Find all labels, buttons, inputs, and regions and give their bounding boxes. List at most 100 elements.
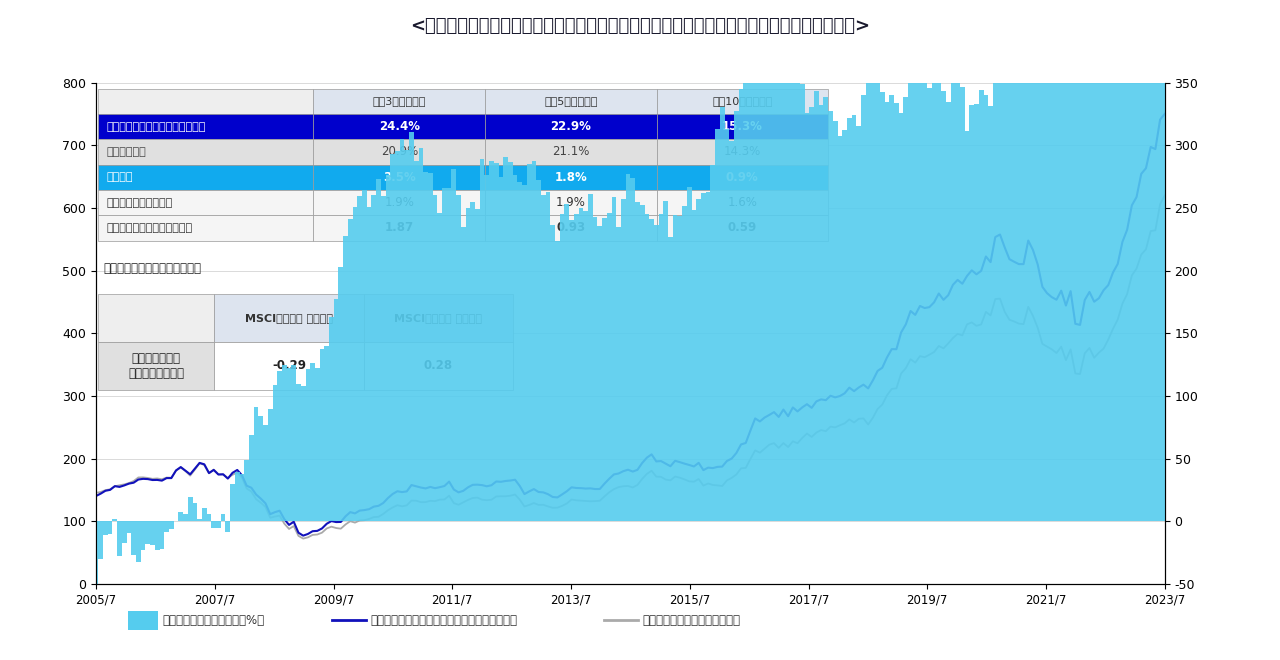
Bar	[108, 521, 113, 534]
Bar	[564, 204, 570, 521]
Bar	[141, 521, 146, 550]
Bar	[216, 521, 220, 528]
Bar	[833, 121, 837, 521]
Bar	[236, 472, 239, 521]
Bar	[668, 237, 673, 521]
Bar	[99, 114, 314, 139]
Bar	[1016, 44, 1021, 521]
Bar	[621, 199, 626, 521]
Bar	[447, 188, 452, 521]
Text: 3.5%: 3.5%	[383, 171, 416, 183]
Text: ベンチマーク: ベンチマーク	[106, 147, 146, 157]
Bar	[657, 215, 828, 240]
Bar	[348, 219, 352, 521]
Bar	[1148, 22, 1153, 521]
Bar	[951, 69, 955, 521]
Bar	[475, 209, 480, 521]
Text: 超過収益: 超過収益	[106, 172, 133, 182]
Bar	[753, 21, 758, 521]
Bar	[965, 131, 969, 521]
Bar	[691, 211, 696, 521]
Bar	[795, 49, 800, 521]
Text: トラッキング・エラー: トラッキング・エラー	[106, 197, 173, 208]
Bar	[556, 241, 559, 521]
Bar	[536, 180, 541, 521]
Bar	[188, 497, 192, 521]
Bar	[649, 219, 654, 521]
Bar	[485, 215, 657, 240]
Bar	[433, 195, 438, 521]
Bar	[1050, 56, 1055, 521]
Text: グローバル株式エンハンスト（左軸、指数化）: グローバル株式エンハンスト（左軸、指数化）	[371, 614, 517, 627]
Bar	[1139, 9, 1143, 521]
Bar	[1143, 15, 1148, 521]
Bar	[705, 192, 710, 521]
Bar	[974, 104, 979, 521]
Bar	[772, 60, 777, 521]
Text: MSCIワールド グロース: MSCIワールド グロース	[244, 314, 333, 323]
Bar	[206, 514, 211, 521]
Bar	[306, 370, 310, 521]
Bar	[1041, 24, 1044, 521]
Bar	[99, 164, 314, 190]
Bar	[800, 84, 805, 521]
Text: 1.8%: 1.8%	[554, 171, 588, 183]
Bar	[99, 88, 314, 114]
Bar	[99, 521, 104, 558]
Bar	[99, 342, 214, 389]
Bar	[1115, 82, 1120, 521]
Bar	[489, 162, 494, 521]
Bar	[480, 159, 484, 521]
Bar	[946, 102, 951, 521]
Bar	[320, 349, 324, 521]
Bar	[701, 193, 705, 521]
Bar	[329, 317, 334, 521]
Bar	[719, 108, 724, 521]
Bar	[626, 174, 631, 521]
Bar	[396, 151, 399, 521]
Bar	[1007, 42, 1011, 521]
Bar	[310, 364, 315, 521]
Bar	[904, 97, 909, 521]
Bar	[631, 178, 635, 521]
Bar	[259, 416, 264, 521]
Bar	[461, 227, 466, 521]
Text: インフォメーション・レシオ: インフォメーション・レシオ	[106, 223, 193, 233]
Bar	[893, 103, 899, 521]
Bar	[1078, 32, 1083, 521]
Bar	[314, 114, 485, 139]
Bar	[899, 113, 904, 521]
Text: 20.9%: 20.9%	[380, 145, 417, 158]
Bar	[781, 24, 786, 521]
Bar	[657, 139, 828, 164]
Bar	[419, 148, 424, 521]
Bar	[424, 172, 428, 521]
Bar	[739, 89, 744, 521]
Bar	[99, 139, 314, 164]
Bar	[343, 236, 348, 521]
Bar	[1097, 29, 1101, 521]
Bar	[485, 190, 657, 215]
Bar	[1059, 28, 1064, 521]
Bar	[1087, 25, 1092, 521]
Bar	[1129, 46, 1134, 521]
Bar	[1134, 47, 1139, 521]
Bar	[879, 92, 884, 521]
Bar	[211, 521, 216, 528]
Bar	[579, 209, 584, 521]
Bar	[777, 46, 781, 521]
Text: 1.6%: 1.6%	[727, 196, 758, 209]
Bar	[508, 162, 513, 521]
Bar	[588, 194, 593, 521]
Bar	[385, 175, 390, 521]
Bar	[99, 294, 214, 342]
Bar	[1111, 59, 1115, 521]
Bar	[113, 519, 118, 521]
Bar	[598, 226, 602, 521]
Bar	[1021, 38, 1025, 521]
Bar	[870, 51, 876, 521]
Bar	[315, 368, 320, 521]
Bar	[268, 409, 273, 521]
Bar	[517, 182, 522, 521]
Bar	[264, 425, 268, 521]
